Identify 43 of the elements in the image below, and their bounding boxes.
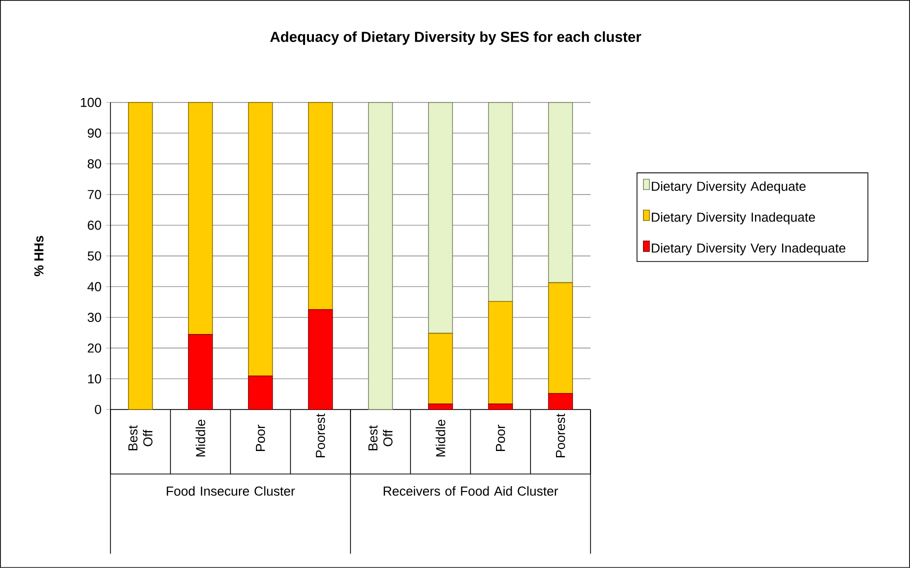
bar (548, 282, 573, 394)
y-tick-label: 20 (88, 344, 102, 353)
bar (428, 102, 453, 334)
bar (428, 404, 453, 410)
y-tick-label: 50 (88, 251, 102, 261)
y-tick-label: 100 (80, 98, 102, 108)
y-tick-label: 80 (88, 159, 102, 168)
y-tick-label: 0 (94, 404, 102, 414)
bar (488, 102, 513, 302)
text: Receivers of Food Aid Cluster (384, 486, 558, 496)
bar (188, 102, 213, 335)
legend-label: Dietary Diversity Very Inadequate (652, 243, 846, 256)
x-tick-label: Best Off (368, 425, 393, 450)
x-tick-label: Poor (256, 424, 265, 451)
x-tick-label: Poor (496, 424, 506, 451)
bar (248, 376, 273, 410)
bar (248, 102, 273, 376)
text: Food Insecure Cluster (166, 486, 295, 496)
bar (188, 334, 213, 410)
legend-label: Dietary Diversity Inadequate (652, 212, 815, 224)
x-tick-label: Middle (196, 420, 206, 456)
y-tick-label: 70 (88, 190, 102, 200)
bar (308, 309, 333, 410)
x-tick-label: Middle (436, 420, 446, 456)
y-tick-label: 40 (87, 282, 102, 292)
x-tick-label: Best Off (128, 425, 152, 450)
bar (548, 102, 573, 284)
bar (428, 332, 453, 404)
bar (488, 404, 513, 410)
bar (308, 102, 333, 310)
bar (368, 102, 393, 410)
bar (128, 102, 153, 410)
bar (488, 301, 513, 404)
y-tick-label: 90 (88, 128, 102, 138)
y-tick-label: 60 (88, 220, 102, 230)
x-tick-label: Poorest (556, 414, 566, 458)
y-axis-title: % HHs (34, 236, 44, 276)
y-tick-label: 30 (88, 312, 102, 322)
y-tick-label: 10 (88, 374, 102, 384)
bar (548, 393, 573, 410)
legend-label: Dietary Diversity Adequate (652, 181, 806, 194)
chart-title: Adequacy of Dietary Diversity by SES for each cluster (270, 31, 642, 45)
x-tick-label: Poorest (316, 414, 326, 458)
